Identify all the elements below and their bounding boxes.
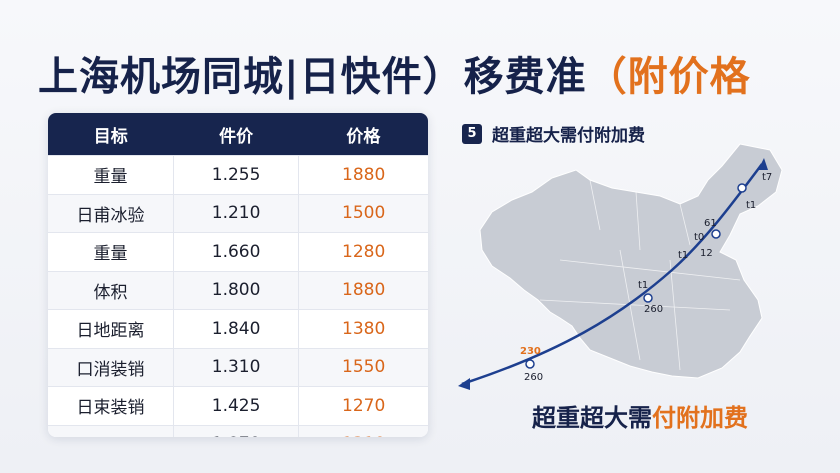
china-map-shape [479, 143, 783, 379]
map-label: t0 [694, 232, 704, 243]
map-heading: 超重超大需付附加费 [492, 126, 645, 146]
map-label: t7 [762, 172, 772, 183]
cell-price: 1280 [298, 232, 428, 271]
caption-accent: 付附加费 [652, 404, 748, 432]
cell-unit-price: 1.425 [172, 386, 299, 425]
table-row: 口消装销 1.310 1550 [48, 347, 428, 387]
cell-unit-price: 1.660 [172, 232, 299, 271]
route-node [643, 293, 653, 303]
table-header-row: 目标 件价 价格 [48, 113, 428, 156]
title-accent: （附价格 [586, 54, 751, 100]
cell-target: 口消装销 [48, 347, 174, 387]
table-row: 重量 1.255 1880 [48, 155, 428, 194]
map-label: t1 [746, 200, 756, 211]
route-node [525, 359, 535, 369]
route-map: t7 t1 61 t0 12 t1 t1 260 230 260 [458, 143, 783, 390]
map-label: 12 [700, 248, 713, 259]
table-row: 日束装销 1.425 1270 [48, 386, 428, 425]
cell-price: 1500 [298, 193, 428, 233]
cell-target: 日束装销 [48, 386, 174, 425]
map-label: t1 [678, 250, 688, 261]
cell-price: 1270 [298, 386, 428, 425]
table-row: 商销 1.870 1310 [48, 424, 428, 437]
table-row: 体积 1.800 1880 [48, 270, 428, 310]
map-label: 260 [524, 372, 543, 383]
table-row: 日地距离 1.840 1380 [48, 309, 428, 348]
cell-target: 日甫冰验 [48, 193, 174, 233]
bottom-caption: 超重超大需付附加费 [532, 398, 748, 433]
cell-unit-price: 1.840 [172, 309, 299, 348]
table-row: 日甫冰验 1.210 1500 [48, 193, 428, 233]
route-node [737, 183, 747, 193]
table-row: 重量 1.660 1280 [48, 232, 428, 271]
route-node [711, 229, 721, 239]
header-price: 价格 [298, 113, 428, 156]
header-target: 目标 [48, 113, 174, 156]
cell-price: 1880 [298, 270, 428, 310]
route-arrow-end [758, 158, 768, 170]
page-title: 上海机场同城|日快件）移费准（附价格 [38, 44, 828, 102]
cell-unit-price: 1.870 [172, 424, 299, 437]
map-header: 5 超重超大需付附加费 [462, 121, 645, 146]
header-unit-price: 件价 [173, 113, 299, 156]
cell-target: 日地距离 [48, 309, 174, 348]
cell-target: 重量 [48, 232, 174, 271]
cell-unit-price: 1.255 [172, 155, 299, 194]
section-number-badge: 5 [462, 123, 482, 144]
cell-target: 体积 [48, 270, 174, 310]
map-label: 61 [704, 218, 717, 229]
route-arrow-start [458, 378, 470, 390]
cell-price: 1310 [298, 424, 428, 437]
route-line [461, 163, 764, 386]
cell-unit-price: 1.310 [172, 347, 299, 387]
cell-target: 商销 [48, 424, 174, 437]
cell-price: 1380 [298, 309, 428, 348]
cell-price: 1880 [298, 155, 428, 194]
cell-unit-price: 1.210 [172, 193, 299, 233]
cell-target: 重量 [48, 155, 174, 194]
cell-price: 1550 [298, 347, 428, 387]
province-lines [539, 179, 741, 371]
caption-main: 超重超大需 [532, 404, 652, 432]
map-label: 230 [520, 346, 541, 357]
map-label: 260 [644, 304, 663, 315]
cell-unit-price: 1.800 [172, 270, 299, 310]
price-table: 目标 件价 价格 重量 1.255 1880 日甫冰验 1.210 1500 重… [48, 113, 428, 437]
map-label: t1 [638, 280, 648, 291]
title-main: 上海机场同城|日快件）移费准 [38, 54, 587, 100]
